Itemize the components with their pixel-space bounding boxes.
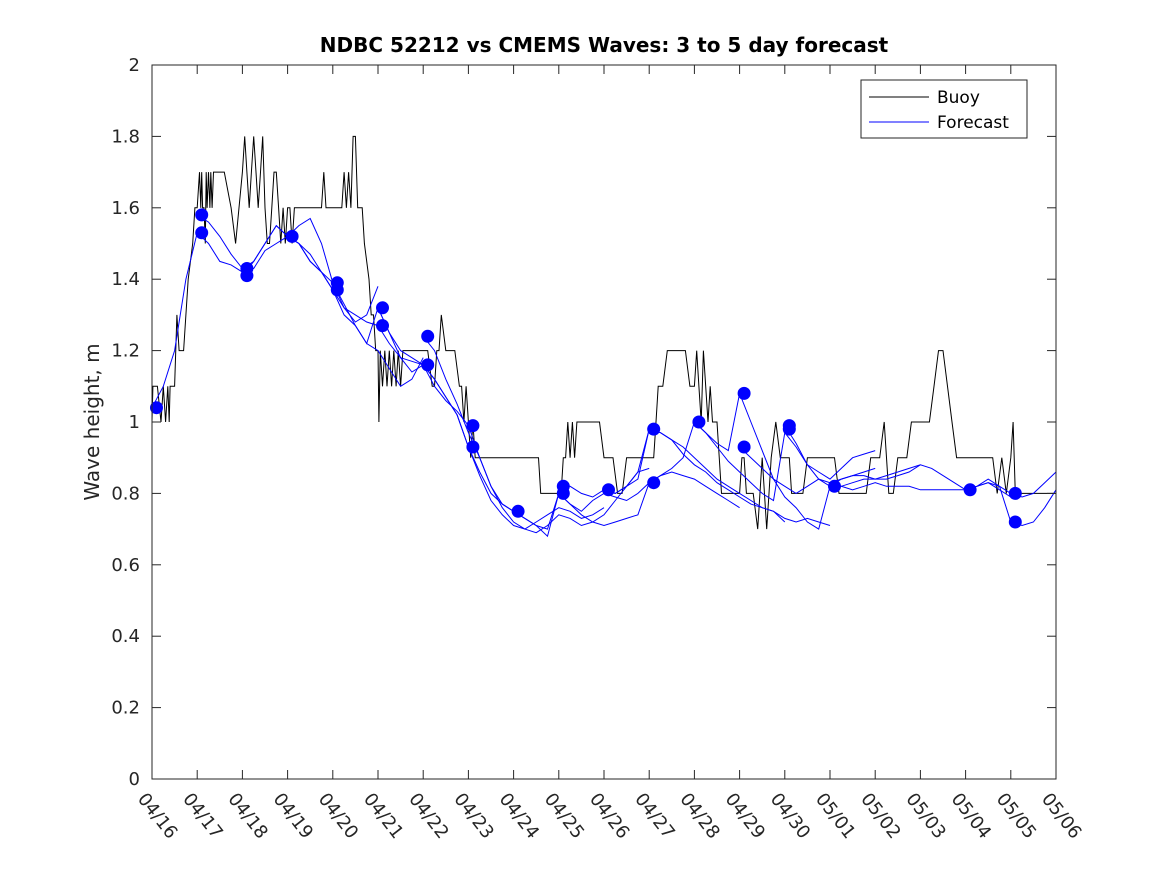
forecast-series-line-5 [377, 307, 605, 530]
forecast-start-marker [737, 386, 751, 400]
y-tick-label: 1.4 [111, 269, 140, 290]
forecast-start-marker [737, 440, 751, 454]
y-tick-label: 0.8 [111, 483, 140, 504]
forecast-start-marker [511, 504, 525, 518]
y-axis-label: Wave height, m [80, 343, 104, 500]
y-tick-label: 0 [129, 769, 140, 790]
forecast-start-marker [330, 283, 344, 297]
forecast-start-marker [782, 422, 796, 436]
legend: Buoy Forecast [860, 79, 1028, 139]
forecast-start-marker [421, 329, 435, 343]
y-tick-label: 2 [129, 55, 140, 76]
forecast-start-marker [195, 226, 209, 240]
y-tick-label: 0.6 [111, 555, 140, 576]
forecast-start-marker [828, 479, 841, 493]
y-tick-label: 0.2 [111, 698, 140, 719]
forecast-series-line-8 [513, 471, 740, 530]
forecast-start-marker [421, 358, 435, 372]
y-tick-label: 1 [129, 412, 140, 433]
chart-title: NDBC 52212 vs CMEMS Waves: 3 to 5 day fo… [320, 33, 889, 57]
forecast-start-marker [647, 422, 661, 436]
forecast-start-marker [285, 229, 299, 243]
forecast-start-marker [376, 301, 389, 315]
y-tick-label: 1.8 [111, 126, 140, 147]
forecast-series-line-1 [151, 231, 379, 408]
forecast-start-marker [647, 476, 661, 490]
forecast-start-marker [150, 401, 163, 415]
forecast-series-line-2 [196, 214, 424, 387]
forecast-start-marker [240, 269, 254, 283]
legend-forecast-label: Forecast [937, 113, 1009, 133]
forecast-start-marker [1008, 486, 1022, 500]
forecast-series-line-3 [242, 224, 469, 426]
forecast-start-marker [466, 419, 480, 433]
legend-buoy-label: Buoy [937, 88, 980, 108]
forecast-start-marker [556, 486, 570, 500]
plot-area [152, 65, 1056, 779]
buoy-series-line [151, 135, 1056, 530]
forecast-start-marker [466, 440, 480, 454]
marker-layer [150, 208, 1022, 529]
forecast-start-marker [195, 208, 209, 222]
forecast-start-marker [1008, 515, 1022, 529]
legend-box [860, 79, 1028, 139]
forecast-start-marker [692, 415, 706, 429]
forecast-start-marker [602, 483, 615, 497]
forecast-series-line-6 [422, 335, 650, 534]
y-tick-label: 0.4 [111, 626, 140, 647]
forecast-start-marker [376, 319, 389, 333]
forecast-series-line-10 [603, 428, 831, 526]
y-tick-label: 1.6 [111, 198, 140, 219]
forecast-series-line-11 [648, 421, 876, 502]
forecast-start-marker [963, 483, 977, 497]
forecast-series-line-4 [287, 217, 514, 512]
y-tick-label: 1.2 [111, 341, 140, 362]
